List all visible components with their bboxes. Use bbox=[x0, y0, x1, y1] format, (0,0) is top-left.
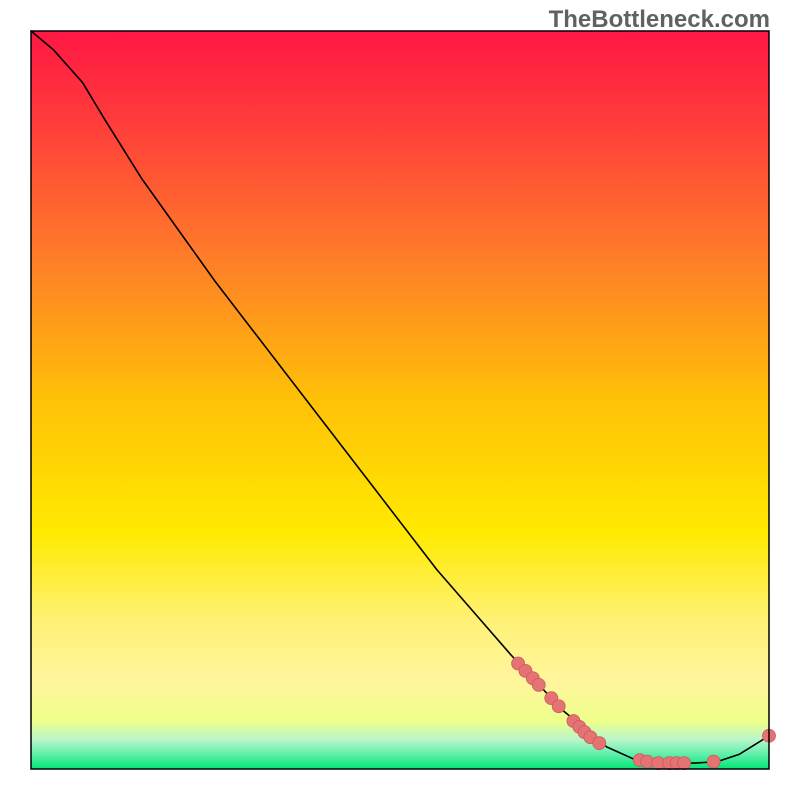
plot-background bbox=[31, 31, 769, 769]
data-marker bbox=[707, 755, 720, 768]
watermark-text: TheBottleneck.com bbox=[549, 6, 770, 34]
data-marker bbox=[678, 757, 691, 770]
bottleneck-chart: TheBottleneck.com bbox=[0, 0, 800, 800]
data-marker bbox=[552, 700, 565, 713]
data-marker bbox=[593, 737, 606, 750]
plot-svg bbox=[0, 0, 800, 800]
data-marker bbox=[532, 678, 545, 691]
